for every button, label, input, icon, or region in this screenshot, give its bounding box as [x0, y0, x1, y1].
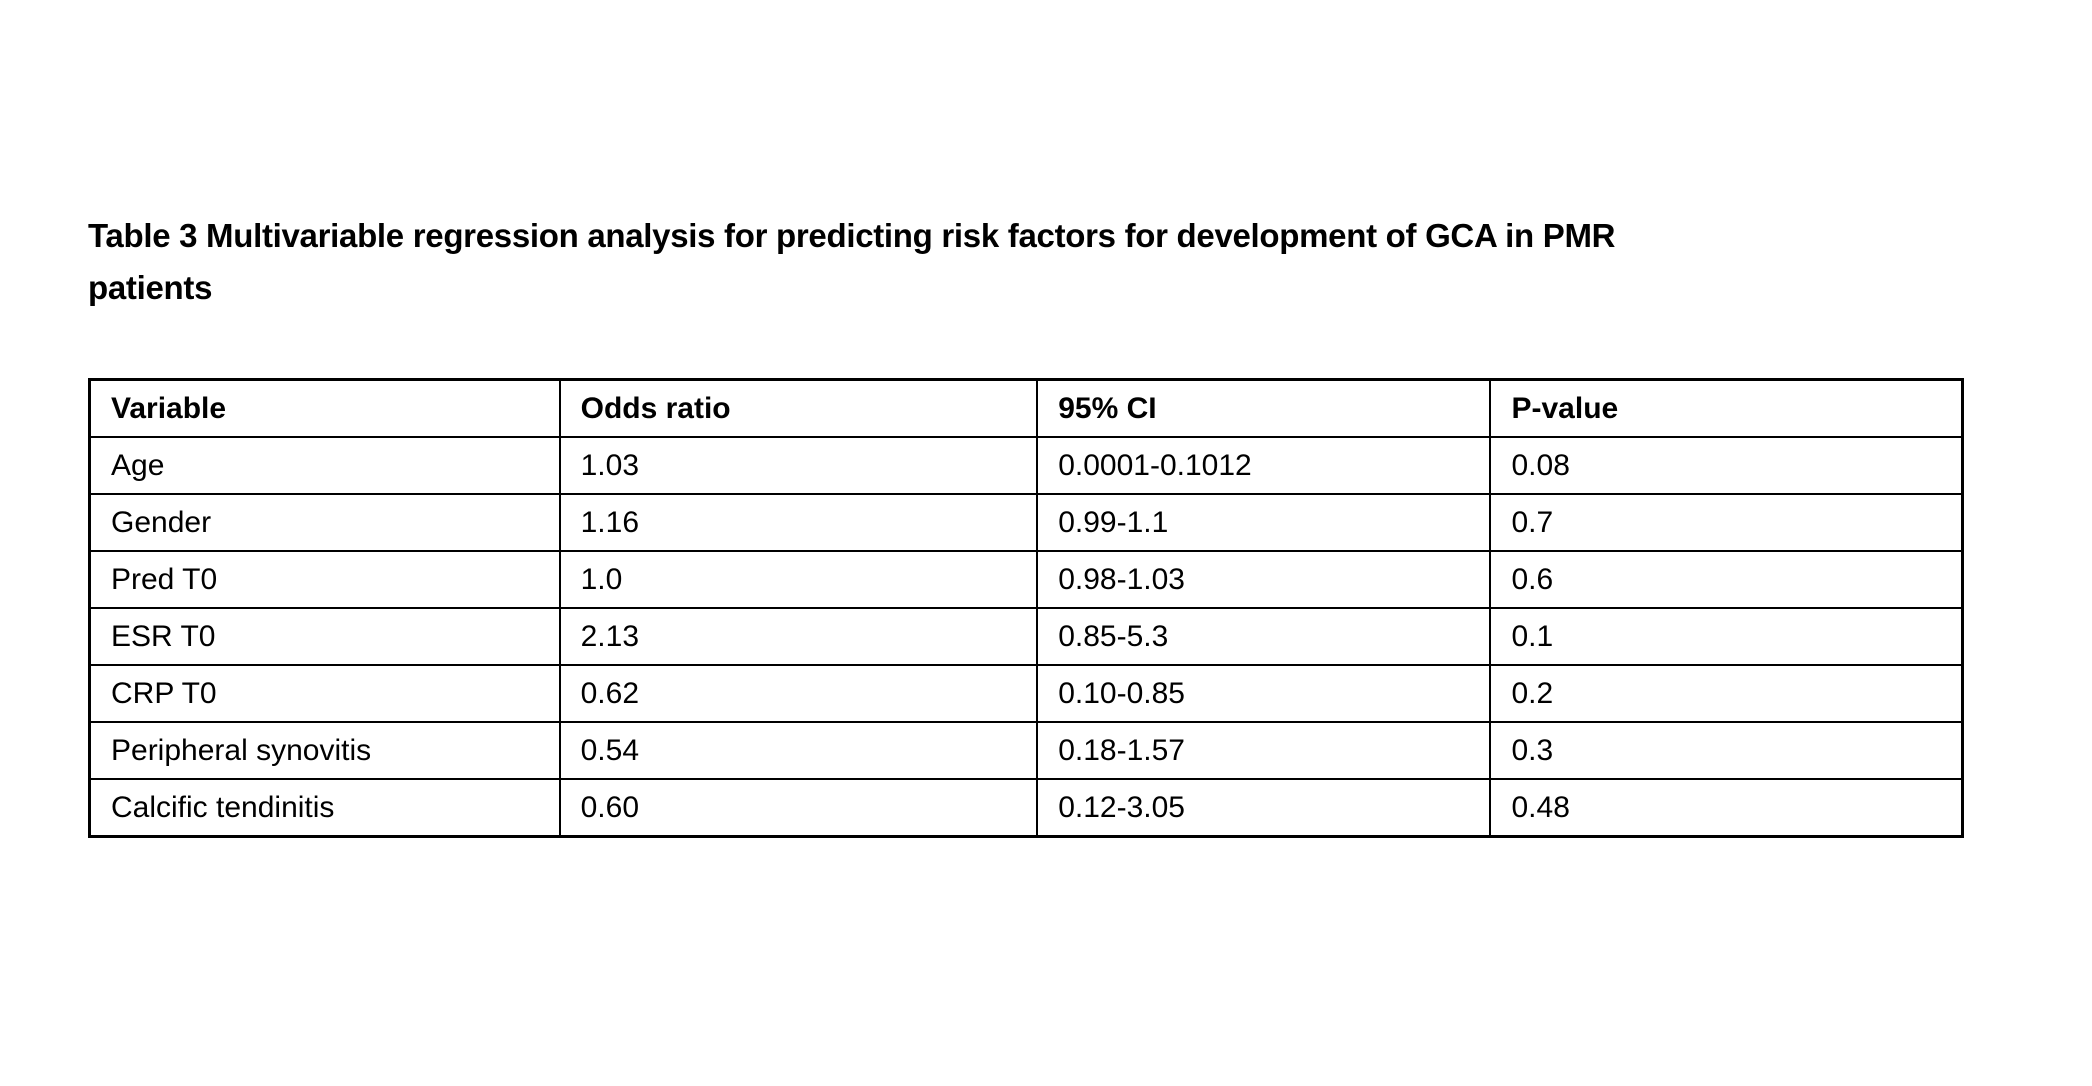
cell-variable: Age [88, 436, 561, 495]
cell-variable: CRP T0 [88, 664, 561, 723]
cell-variable: Gender [88, 493, 561, 552]
table-caption-line1: Table 3 Multivariable regression analysi… [88, 217, 1616, 254]
table-body: Age 1.03 0.0001-0.1012 0.08 Gender 1.16 … [88, 436, 1964, 838]
cell-ci: 0.99-1.1 [1036, 493, 1492, 552]
cell-ci: 0.18-1.57 [1036, 721, 1492, 780]
table-caption-line2: patients [88, 269, 213, 306]
cell-ci: 0.12-3.05 [1036, 778, 1492, 838]
cell-p-value: 0.7 [1489, 493, 1964, 552]
table-row-gender: Gender 1.16 0.99-1.1 0.7 [88, 493, 1964, 552]
header-row: Variable Odds ratio 95% CI P-value [88, 378, 1964, 438]
cell-ci: 0.85-5.3 [1036, 607, 1492, 666]
cell-odds-ratio: 2.13 [558, 607, 1039, 666]
cell-variable: Peripheral synovitis [88, 721, 561, 780]
column-header-95-ci: 95% CI [1036, 378, 1492, 438]
column-header-odds-ratio: Odds ratio [558, 378, 1039, 438]
table-caption: Table 3 Multivariable regression analysi… [88, 210, 1615, 314]
cell-variable: ESR T0 [88, 607, 561, 666]
cell-ci: 0.98-1.03 [1036, 550, 1492, 609]
cell-p-value: 0.48 [1489, 778, 1964, 838]
table-row-pred-t0: Pred T0 1.0 0.98-1.03 0.6 [88, 550, 1964, 609]
table-row-age: Age 1.03 0.0001-0.1012 0.08 [88, 436, 1964, 495]
cell-p-value: 0.3 [1489, 721, 1964, 780]
table-row-calcific-tendinitis: Calcific tendinitis 0.60 0.12-3.05 0.48 [88, 778, 1964, 838]
table-row-crp-t0: CRP T0 0.62 0.10-0.85 0.2 [88, 664, 1964, 723]
cell-odds-ratio: 0.62 [558, 664, 1039, 723]
cell-ci: 0.10-0.85 [1036, 664, 1492, 723]
table-row-esr-t0: ESR T0 2.13 0.85-5.3 0.1 [88, 607, 1964, 666]
cell-p-value: 0.08 [1489, 436, 1964, 495]
cell-variable: Pred T0 [88, 550, 561, 609]
cell-odds-ratio: 1.0 [558, 550, 1039, 609]
cell-variable: Calcific tendinitis [88, 778, 561, 838]
cell-odds-ratio: 1.03 [558, 436, 1039, 495]
regression-table: Variable Odds ratio 95% CI P-value Age 1… [88, 378, 1964, 838]
cell-p-value: 0.2 [1489, 664, 1964, 723]
column-header-p-value: P-value [1489, 378, 1964, 438]
cell-p-value: 0.6 [1489, 550, 1964, 609]
table-header: Variable Odds ratio 95% CI P-value [88, 378, 1964, 438]
cell-odds-ratio: 0.54 [558, 721, 1039, 780]
cell-odds-ratio: 0.60 [558, 778, 1039, 838]
cell-ci: 0.0001-0.1012 [1036, 436, 1492, 495]
column-header-variable: Variable [88, 378, 561, 438]
cell-p-value: 0.1 [1489, 607, 1964, 666]
cell-odds-ratio: 1.16 [558, 493, 1039, 552]
table-row-peripheral-synovitis: Peripheral synovitis 0.54 0.18-1.57 0.3 [88, 721, 1964, 780]
